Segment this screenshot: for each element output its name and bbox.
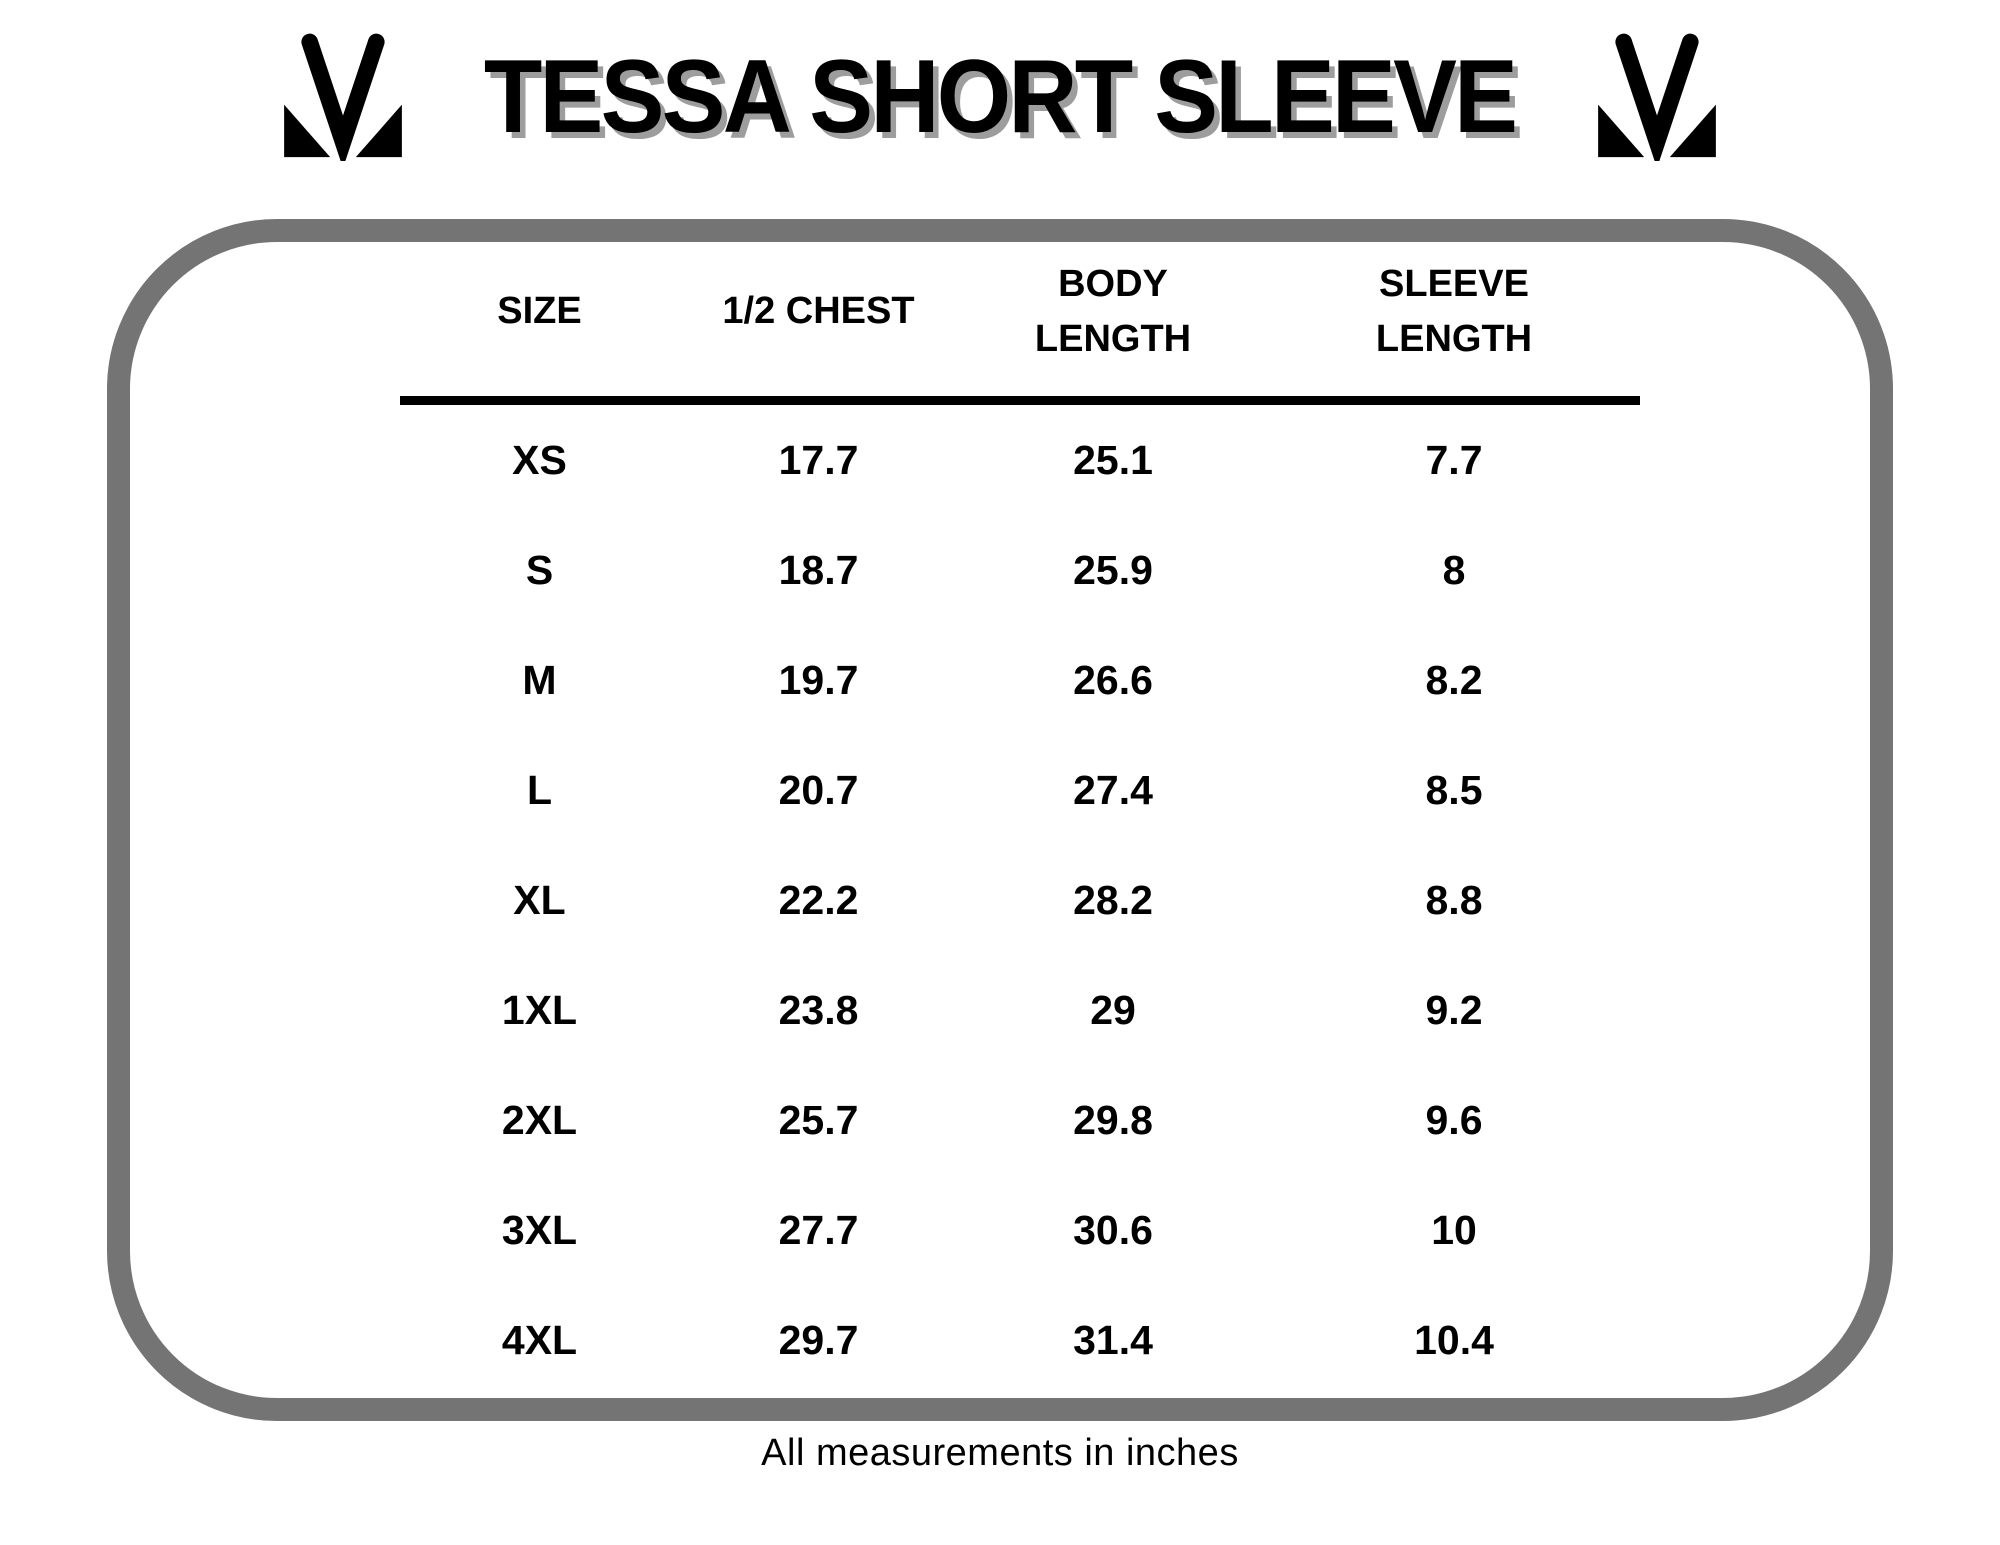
table-row: 3XL 27.7 30.6 10	[400, 1175, 1640, 1285]
body-length-cell: 28.2	[1073, 876, 1153, 923]
body-length-cell: 25.9	[1073, 546, 1153, 593]
size-cell: S	[525, 546, 554, 593]
half-chest-cell: 27.7	[778, 1206, 859, 1253]
size-cell: XS	[512, 436, 567, 483]
brand-m-logo-icon	[1591, 33, 1723, 161]
column-header-size: SIZE	[497, 290, 582, 333]
page-title: TESSA SHORT SLEEVE	[484, 39, 1518, 155]
size-table-body: XS 17.7 25.1 7.7 S 18.7 25.9 8 M 19.7 26…	[400, 405, 1640, 1395]
table-row: L 20.7 27.4 8.5	[400, 735, 1640, 845]
sleeve-length-cell: 8	[1442, 546, 1466, 593]
table-header-row: SIZE 1/2 CHEST BODY LENGTH SLEEVE LENGTH	[400, 232, 1640, 392]
body-length-cell: 26.6	[1073, 656, 1153, 703]
sleeve-length-cell: 8.2	[1425, 656, 1483, 703]
column-header-sleeve-length: SLEEVE LENGTH	[1375, 262, 1533, 360]
half-chest-cell: 20.7	[778, 766, 859, 813]
size-cell: L	[526, 766, 553, 813]
table-row: XS 17.7 25.1 7.7	[400, 405, 1640, 515]
column-header-body-length: BODY LENGTH	[1034, 262, 1192, 360]
body-length-cell: 30.6	[1073, 1206, 1153, 1253]
size-cell: 3XL	[501, 1206, 578, 1253]
sleeve-length-cell: 8.8	[1425, 876, 1483, 923]
table-row: XL 22.2 28.2 8.8	[400, 845, 1640, 955]
sleeve-length-cell: 10	[1431, 1206, 1477, 1253]
page-header: TESSA SHORT SLEEVE	[0, 22, 2000, 172]
header-divider-line	[400, 396, 1640, 405]
sleeve-length-cell: 10.4	[1414, 1316, 1494, 1363]
half-chest-cell: 23.8	[778, 986, 859, 1033]
column-header-half-chest: 1/2 CHEST	[722, 290, 915, 333]
size-cell: 1XL	[501, 986, 578, 1033]
sleeve-length-cell: 8.5	[1425, 766, 1483, 813]
size-cell: 4XL	[501, 1316, 578, 1363]
brand-m-logo-icon	[277, 33, 409, 161]
half-chest-cell: 25.7	[778, 1096, 859, 1143]
size-chart-frame	[107, 219, 1893, 1421]
half-chest-cell: 18.7	[778, 546, 859, 593]
body-length-cell: 31.4	[1073, 1316, 1153, 1363]
body-length-cell: 25.1	[1073, 436, 1153, 483]
table-row: M 19.7 26.6 8.2	[400, 625, 1640, 735]
half-chest-cell: 17.7	[778, 436, 859, 483]
sleeve-length-cell: 9.6	[1425, 1096, 1483, 1143]
body-length-cell: 27.4	[1073, 766, 1153, 813]
size-cell: M	[522, 656, 557, 703]
measurements-note: All measurements in inches	[761, 1432, 1239, 1474]
table-row: 1XL 23.8 29 9.2	[400, 955, 1640, 1065]
size-cell: 2XL	[501, 1096, 578, 1143]
body-length-cell: 29.8	[1073, 1096, 1153, 1143]
half-chest-cell: 19.7	[778, 656, 859, 703]
body-length-cell: 29	[1090, 986, 1136, 1033]
half-chest-cell: 29.7	[778, 1316, 859, 1363]
table-row: 4XL 29.7 31.4 10.4	[400, 1285, 1640, 1395]
size-chart-table: SIZE 1/2 CHEST BODY LENGTH SLEEVE LENGTH…	[400, 232, 1640, 1395]
half-chest-cell: 22.2	[778, 876, 859, 923]
size-cell: XL	[513, 876, 566, 923]
sleeve-length-cell: 7.7	[1425, 436, 1483, 483]
table-row: S 18.7 25.9 8	[400, 515, 1640, 625]
table-row: 2XL 25.7 29.8 9.6	[400, 1065, 1640, 1175]
sleeve-length-cell: 9.2	[1425, 986, 1483, 1033]
